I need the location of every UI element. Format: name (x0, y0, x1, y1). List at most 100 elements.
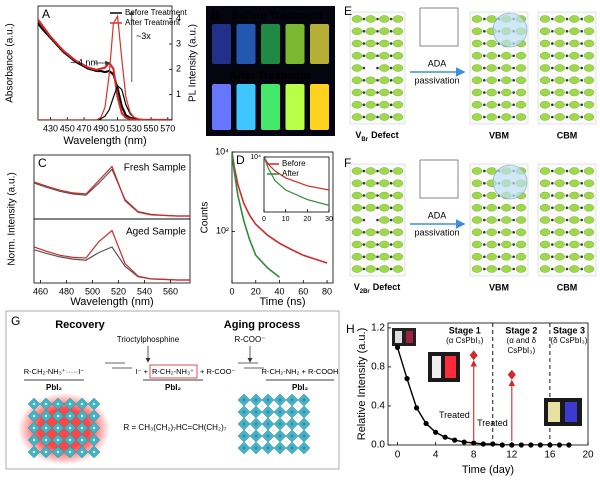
atom (266, 446, 270, 450)
atom (483, 243, 486, 246)
panel-label: A (42, 7, 50, 21)
orbital (365, 191, 376, 200)
x-tick-label: 20 (251, 286, 261, 296)
orbital (501, 204, 512, 212)
atom (290, 398, 294, 402)
atom (497, 115, 501, 119)
orbital (515, 52, 527, 60)
atom (580, 243, 583, 246)
data-line (34, 246, 190, 281)
orbital (554, 64, 565, 72)
atom (389, 230, 393, 234)
atom (389, 218, 393, 222)
orbital (569, 88, 580, 97)
atom (242, 434, 246, 438)
data-point (499, 442, 505, 448)
orbital (569, 76, 580, 84)
atom (483, 194, 486, 197)
orbital (583, 52, 595, 60)
atom (565, 169, 569, 173)
data-line (264, 157, 329, 206)
orbital (554, 52, 565, 60)
vial (236, 24, 256, 64)
orbital (351, 76, 363, 84)
orbital (351, 27, 363, 35)
atom (68, 450, 72, 454)
orbital (392, 253, 404, 261)
atom (497, 66, 501, 70)
orbital (471, 52, 483, 60)
annotation: ~ 4 nm (70, 57, 98, 67)
stage-label: (α CsPbI₃) (446, 336, 484, 345)
orbital (365, 179, 376, 187)
atom (92, 450, 96, 454)
atom (565, 230, 569, 234)
data-line (34, 165, 190, 217)
orbital (379, 228, 390, 236)
atom (565, 218, 569, 222)
orbital (569, 240, 580, 249)
orbital (583, 204, 595, 212)
atom (389, 206, 393, 210)
orbital (583, 27, 595, 35)
orbital (583, 101, 595, 109)
atom (302, 446, 306, 450)
orbital (515, 265, 527, 273)
atom (483, 17, 486, 21)
atom (483, 91, 486, 94)
y-tick-label: 10⁴ (250, 154, 261, 161)
orbital (583, 113, 595, 121)
x-tick-label: 560 (163, 286, 178, 296)
atom (254, 410, 258, 414)
defect-text: Defect (371, 130, 399, 140)
panel-label: D (236, 153, 245, 167)
atom (44, 450, 48, 454)
y-tick-label: 0.8 (371, 362, 385, 373)
orbital (501, 240, 512, 249)
atom (551, 91, 554, 94)
x-tick-label: 4 (433, 450, 439, 461)
atom (389, 66, 393, 70)
orbital (583, 228, 595, 236)
atom (512, 66, 515, 70)
orbital (486, 52, 497, 60)
plot-frame (33, 218, 191, 284)
data-line (264, 157, 329, 191)
atom (565, 29, 569, 33)
orbital (379, 253, 390, 261)
orbital (351, 113, 363, 121)
atom (68, 414, 72, 418)
atom (483, 218, 486, 222)
orbital (486, 204, 497, 212)
atom (551, 115, 554, 119)
x-tick-label: 550 (144, 123, 159, 133)
orbital (554, 179, 565, 187)
atom (565, 78, 569, 82)
x-tick-label: 510 (110, 123, 125, 133)
atom (376, 194, 379, 197)
x-tick-label: 30 (325, 216, 333, 223)
data-line (232, 152, 280, 278)
atom (278, 434, 282, 438)
plot-frame (37, 5, 173, 121)
orbital (515, 76, 527, 84)
atom (551, 78, 554, 82)
x-axis-label: Time (day) (462, 464, 514, 476)
stage-label: (δ CsPbI₃) (550, 336, 587, 345)
treated-label: Treated (477, 418, 508, 428)
atom (44, 438, 48, 442)
data-point (547, 442, 553, 448)
vial (310, 84, 329, 130)
scheme-heading: Aging process (224, 319, 300, 331)
atom (389, 103, 393, 107)
orbital (569, 179, 580, 187)
orbital (583, 64, 595, 72)
atom (376, 267, 379, 271)
panel-label: B (211, 8, 219, 22)
orbital (554, 228, 565, 236)
data-point (413, 405, 420, 411)
arrow-label: passivation (414, 227, 459, 237)
atom (389, 91, 393, 94)
atom (80, 426, 84, 430)
orbital (539, 265, 551, 273)
